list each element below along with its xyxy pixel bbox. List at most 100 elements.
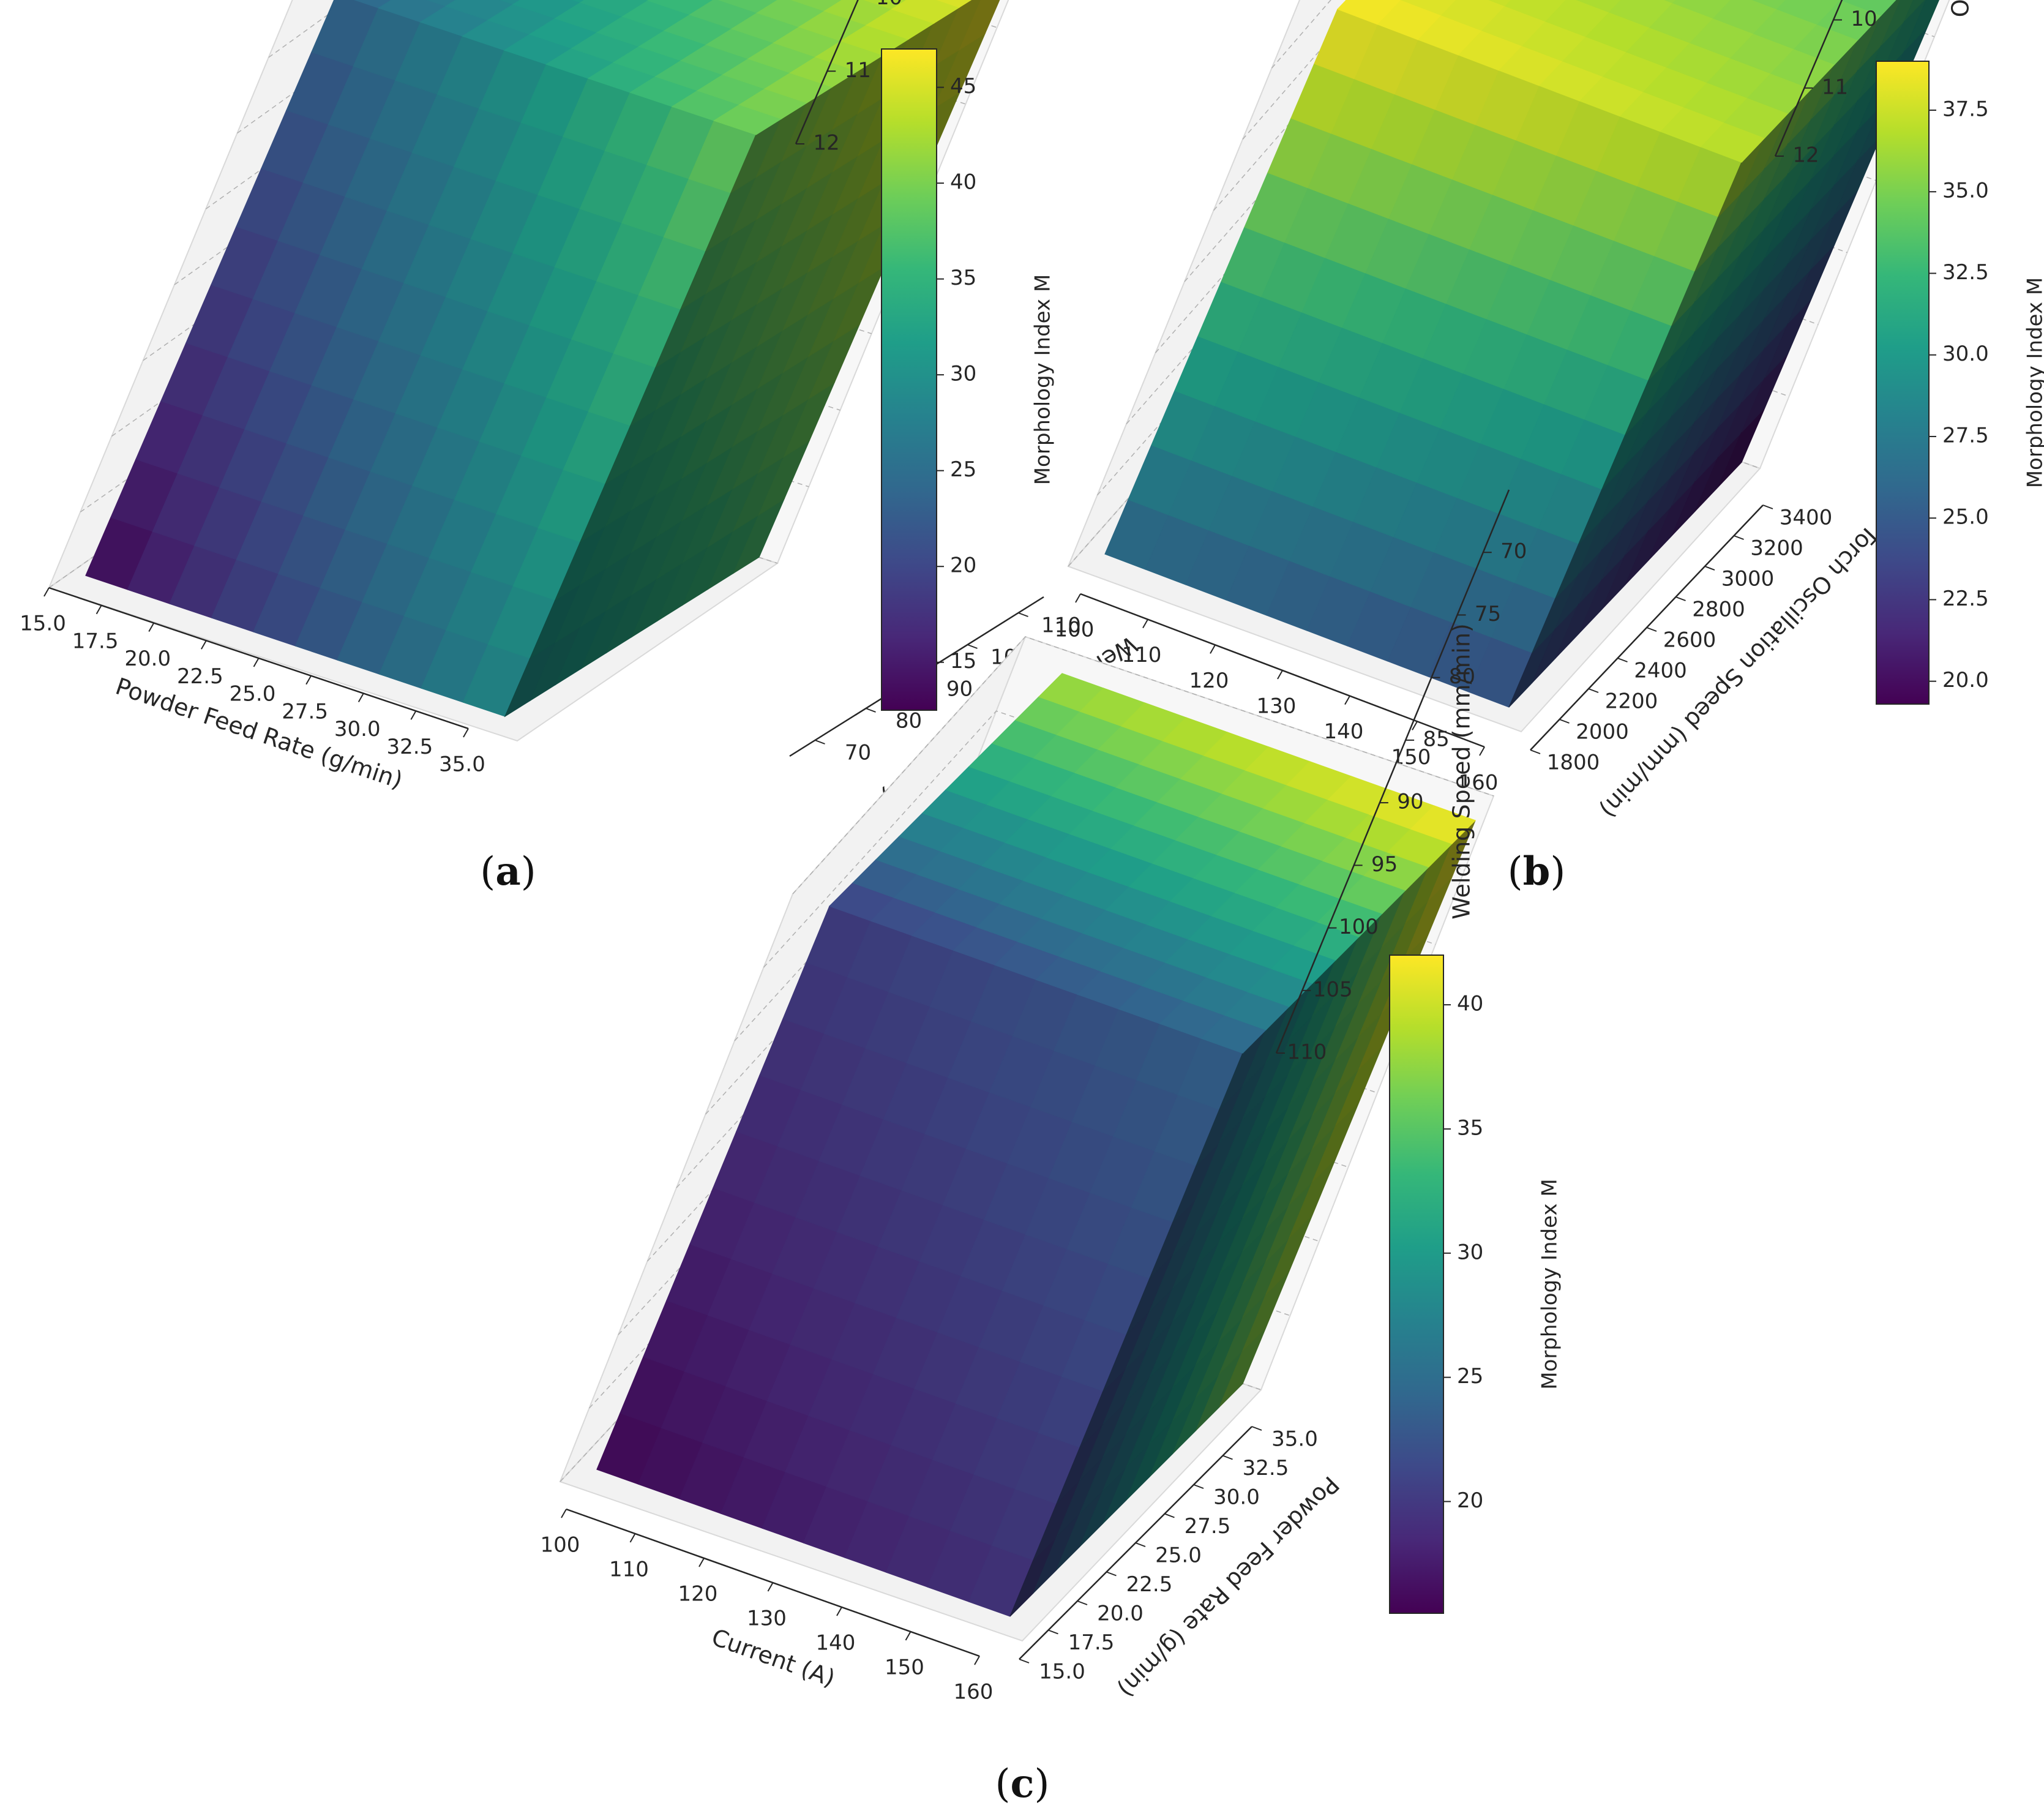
colorbar-tick-label: 20 <box>950 553 976 578</box>
x-tick-label: 120 <box>1189 669 1229 693</box>
colorbar-gradient <box>881 48 937 711</box>
colorbar-gradient <box>1876 61 1930 705</box>
y-tick-label: 1800 <box>1547 751 1600 775</box>
x-tick-mark <box>201 640 207 650</box>
x-tick-mark <box>974 1656 980 1665</box>
x-tick-mark <box>561 1509 567 1518</box>
z-axis-label: Welding Speed (mm/min) <box>1448 623 1475 920</box>
x-tick-mark <box>95 605 102 615</box>
z-tick-label: 11 <box>1822 75 1848 99</box>
x-tick-mark <box>767 1582 774 1592</box>
y-tick-mark <box>1106 1571 1117 1577</box>
y-tick-mark <box>1019 1659 1030 1663</box>
y-tick-mark <box>1530 749 1541 754</box>
y-tick-label: 2400 <box>1634 659 1687 683</box>
grid-line <box>763 710 1465 968</box>
y-tick-mark <box>1559 719 1570 724</box>
y-tick-label: 20.0 <box>1097 1602 1144 1626</box>
y-tick-label: 2000 <box>1576 720 1629 744</box>
y-tick-mark <box>1646 627 1657 632</box>
x-tick-mark <box>698 1558 705 1567</box>
chart-a: 15.017.520.022.525.027.530.032.535.0Powd… <box>20 0 1142 811</box>
y-tick-mark <box>1164 1513 1175 1518</box>
panel-caption-c: (c) <box>995 1761 1050 1807</box>
voxel <box>1410 805 1477 844</box>
y-tick-mark <box>1675 596 1686 601</box>
z-axis-line <box>1275 489 1510 1054</box>
colorbar-tick-label: 35 <box>1457 1116 1483 1140</box>
y-tick-label: 2800 <box>1692 598 1745 622</box>
z-tick-label: 12 <box>813 131 839 156</box>
voxel <box>790 0 843 12</box>
x-tick-mark <box>1210 644 1216 654</box>
x-tick-label: 160 <box>954 1680 994 1705</box>
y-tick-mark <box>1588 688 1599 693</box>
x-tick-mark <box>1075 593 1081 603</box>
y-tick-label: 90 <box>946 677 973 702</box>
x-tick-label: 15.0 <box>20 612 66 636</box>
z-tick-label: 80 <box>1449 664 1475 689</box>
colorbar-tick-label: 25 <box>950 457 976 482</box>
colorbar-gradient <box>1389 955 1444 1614</box>
x-tick-label: 100 <box>541 1533 580 1558</box>
x-tick-label: 110 <box>1122 643 1162 667</box>
voxel <box>1672 0 1732 19</box>
grid-line <box>792 636 1494 894</box>
panel-caption-a: (a) <box>480 849 536 894</box>
z-tick-label: 12 <box>1792 143 1819 168</box>
colorbar-tick-label: 35.0 <box>1942 179 1989 203</box>
x-tick-mark <box>305 675 312 685</box>
voxel <box>1488 0 1512 7</box>
y-tick-mark <box>1135 1542 1146 1547</box>
colorbar-tick-label: 40 <box>1457 992 1483 1016</box>
colorbar-tick-label: 45 <box>950 74 976 99</box>
voxel <box>1576 0 1622 13</box>
colorbar-tick-label: 20 <box>1457 1488 1483 1513</box>
x-tick-mark <box>253 658 260 667</box>
x-tick-mark <box>836 1607 842 1616</box>
y-tick-mark <box>1617 658 1628 662</box>
voxel <box>1904 0 1925 21</box>
x-tick-mark <box>148 623 155 632</box>
x-tick-label: 100 <box>1055 618 1095 642</box>
x-tick-label: 140 <box>816 1631 856 1656</box>
x-tick-mark <box>463 728 469 738</box>
voxel <box>1840 0 1896 16</box>
x-tick-mark <box>1142 619 1148 629</box>
y-tick-mark <box>1704 566 1715 571</box>
y-tick-label: 3400 <box>1780 506 1833 530</box>
x-tick-mark <box>629 1533 636 1543</box>
z-tick-label: 75 <box>1475 602 1501 626</box>
colorbar: 20 25 30 35 40 Morphology Index M <box>1389 955 1562 1614</box>
x-tick-label: 17.5 <box>72 629 119 653</box>
z-tick-label: 90 <box>1397 790 1423 814</box>
x-tick-mark <box>358 693 364 702</box>
colorbar-label: Morphology Index M <box>1031 274 1055 486</box>
voxel <box>1336 0 1402 25</box>
colorbar-tick-label: 32.5 <box>1942 260 1989 285</box>
panel-caption-b: (b) <box>1508 849 1566 894</box>
x-tick-label: 150 <box>885 1656 924 1680</box>
colorbar-label: Morphology Index M <box>1538 1179 1562 1390</box>
voxel-cube <box>596 673 1477 1617</box>
y-tick-mark <box>1734 535 1744 540</box>
y-tick-label: 70 <box>845 741 871 765</box>
colorbar-tick-label: 20.0 <box>1942 668 1989 692</box>
y-tick-mark <box>967 644 978 649</box>
colorbar-tick-label: 25.0 <box>1942 505 1989 530</box>
x-tick-label: 22.5 <box>177 664 223 689</box>
voxel <box>1881 0 1914 46</box>
voxel <box>1881 0 1927 76</box>
x-tick-label: 130 <box>1257 694 1297 719</box>
y-tick-mark <box>1048 1629 1058 1635</box>
x-tick-mark <box>905 1631 912 1641</box>
voxel <box>863 0 908 10</box>
x-tick-mark <box>1412 721 1418 730</box>
y-tick-label: 2600 <box>1663 628 1716 653</box>
voxel-cube <box>85 0 1000 718</box>
x-tick-label: 35.0 <box>439 752 485 777</box>
x-tick-label: 120 <box>678 1582 718 1607</box>
y-tick-mark <box>1762 504 1773 509</box>
z-tick-label: 105 <box>1313 977 1353 1002</box>
